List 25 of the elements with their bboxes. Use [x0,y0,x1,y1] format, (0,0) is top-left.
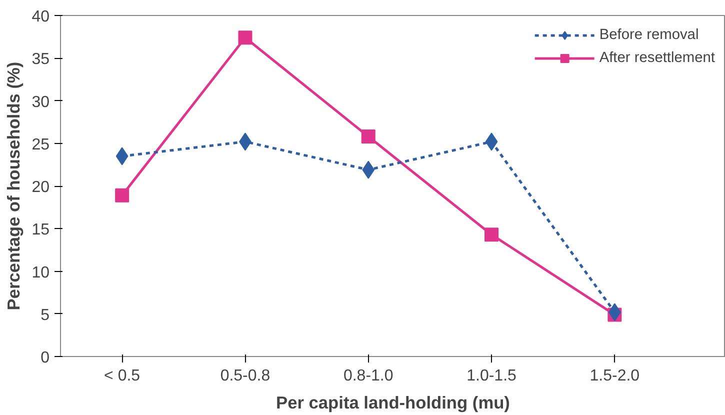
y-axis-title: Percentage of households (%) [4,62,24,310]
y-tick-label: 20 [32,179,50,196]
point [238,30,252,45]
y-tick-label: 40 [32,8,50,26]
y-tick-label: 30 [32,94,50,111]
x-tick-label: 0.5-0.8 [220,368,270,384]
legend-label: Before removal [599,27,699,43]
y-tick-label: 10 [32,264,50,282]
x-axis-title: Per capita land-holding (mu) [276,392,510,412]
point [116,147,128,166]
point [361,130,376,144]
y-tick-label: 0 [40,350,50,366]
point [362,160,375,179]
y-tick-label: 5 [40,306,50,324]
y-tick-label: 25 [32,136,50,154]
legend-label: After resettlement [599,50,715,66]
x-tick-label: 1.5-2.0 [590,368,640,384]
x-tick-label: 0.8-1.0 [343,368,394,384]
x-tick-label: < 0.5 [104,368,140,384]
x-tick-label: 1.0-1.5 [466,368,517,384]
point [115,188,130,202]
y-tick-label: 15 [32,222,50,239]
point [485,132,498,151]
y-tick-label: 35 [32,51,50,68]
point [484,228,499,242]
